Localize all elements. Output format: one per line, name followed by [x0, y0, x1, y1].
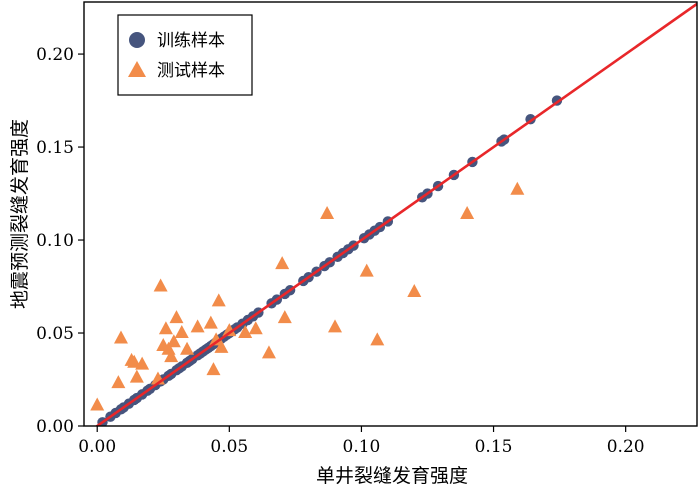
test-point	[206, 362, 221, 376]
test-point	[370, 332, 385, 346]
test-point	[320, 205, 335, 219]
x-axis-title: 单井裂缝发育强度	[316, 465, 468, 487]
legend-box	[117, 14, 253, 96]
test-point	[164, 349, 179, 363]
test-point	[174, 324, 189, 338]
x-tick-label: 0.10	[343, 437, 381, 457]
test-point	[169, 310, 184, 324]
plot-area	[90, 2, 697, 426]
test-point	[90, 397, 105, 411]
legend-label-train: 训练样本	[157, 31, 225, 51]
x-tick-label: 0.15	[475, 437, 513, 457]
test-point	[359, 263, 374, 277]
test-point	[111, 375, 126, 389]
test-point	[203, 315, 218, 329]
test-point	[277, 310, 292, 324]
legend-label-test: 测试样本	[157, 61, 225, 81]
series-test	[90, 181, 525, 411]
test-point	[214, 339, 229, 353]
test-point	[510, 181, 525, 195]
y-tick-label: 0.15	[36, 138, 74, 158]
legend: 训练样本 测试样本	[117, 14, 253, 96]
plot-content	[90, 2, 697, 426]
test-point	[166, 334, 181, 348]
test-point	[153, 278, 168, 292]
x-tick-label: 0.20	[607, 437, 645, 457]
test-point	[127, 354, 142, 368]
test-point	[407, 284, 422, 298]
test-point	[211, 293, 226, 307]
test-point	[209, 332, 224, 346]
test-point	[261, 345, 276, 359]
y-tick-label: 0.05	[36, 324, 74, 344]
test-point	[180, 341, 195, 355]
x-tick-label: 0.00	[78, 437, 116, 457]
y-tick-label: 0.20	[36, 45, 74, 65]
test-point	[190, 319, 205, 333]
axes: 0.00 0.05 0.10 0.15 0.20 0.00 0.05 0.10 0.15 0.20	[36, 1, 698, 457]
test-point	[113, 330, 128, 344]
x-tick-label: 0.05	[210, 437, 248, 457]
test-point	[135, 356, 150, 370]
legend-marker-test	[128, 61, 146, 77]
y-tick-label: 0.00	[36, 417, 74, 437]
test-point	[222, 323, 237, 337]
plot-frame	[83, 1, 698, 427]
test-point	[248, 321, 263, 335]
reference-line	[94, 2, 697, 426]
test-point	[328, 319, 343, 333]
test-point	[460, 205, 475, 219]
y-axis-title: 地震预测裂缝发育强度	[9, 119, 31, 309]
test-point	[158, 321, 173, 335]
y-tick-label: 0.10	[36, 231, 74, 251]
test-point	[275, 256, 290, 270]
test-point	[129, 369, 144, 383]
test-point	[238, 324, 253, 338]
legend-marker-train	[129, 32, 145, 48]
